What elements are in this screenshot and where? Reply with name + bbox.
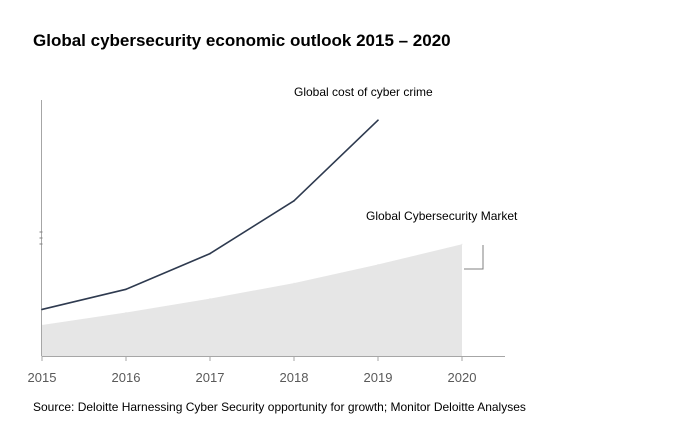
line-layer [41, 119, 379, 311]
line-point-2017 [209, 252, 211, 255]
area-point-2018 [293, 282, 295, 284]
axis-layer: 2015 2016 2017 2018 2019 2020 [28, 100, 505, 385]
annotation-cybersecurity-market: Global Cybersecurity Market [366, 209, 518, 223]
x-tick-label-2018: 2018 [280, 370, 309, 385]
line-point-2015 [41, 308, 43, 311]
chart-title: Global cybersecurity economic outlook 20… [33, 31, 451, 50]
line-point-2019 [377, 119, 379, 121]
x-tick-label-2020: 2020 [448, 370, 477, 385]
area-layer [41, 243, 463, 356]
annotation-bracket [464, 245, 484, 270]
line-point-2016 [125, 288, 127, 291]
x-tick-label-2015: 2015 [28, 370, 57, 385]
x-tick-label-2016: 2016 [112, 370, 141, 385]
label-layer: Global cost of cyber crime Global Cyberse… [294, 85, 518, 270]
annotation-cost-of-cyber-crime: Global cost of cyber crime [294, 85, 433, 99]
area-point-2016 [125, 312, 127, 314]
line-point-2018 [293, 200, 295, 202]
source-note: Source: Deloitte Harnessing Cyber Securi… [33, 400, 526, 414]
area-point-2017 [209, 298, 211, 300]
x-tick-label-2019: 2019 [364, 370, 393, 385]
area-point-2019 [377, 263, 379, 265]
x-tick-label-2017: 2017 [196, 370, 225, 385]
area-point-2020 [461, 243, 463, 245]
series-area-cybersecurity-market [42, 244, 462, 356]
